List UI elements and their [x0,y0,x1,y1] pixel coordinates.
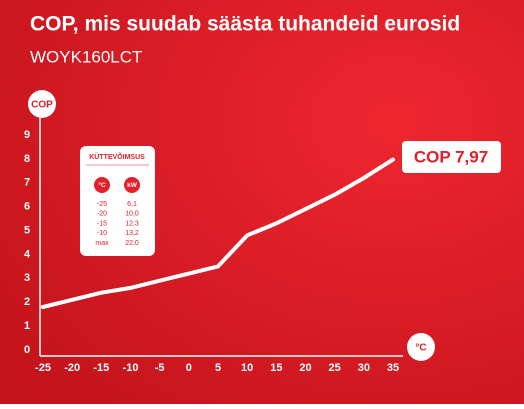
y-tick-label: 3 [24,272,30,284]
x-tick-label: -20 [64,362,80,374]
x-tick-label: 15 [270,362,282,374]
inset-cell: 6,1 [127,201,137,208]
series-line [41,157,395,309]
y-label-badge [28,90,56,118]
inset-cell: 22,0 [125,240,139,247]
y-axis-label: COP [31,100,53,111]
x-tick-label: 20 [299,362,311,374]
x-tick-label: 25 [329,362,341,374]
x-tick-label: -25 [35,362,51,374]
inset-cell: 10,0 [125,211,139,218]
annotation-box [402,141,501,173]
inset-cell: 12,3 [125,220,139,227]
inset-cell: -10 [97,230,107,237]
x-label-badge [407,333,435,361]
inset-cell: -15 [97,220,107,227]
chart-title: COP, mis suudab säästa tuhandeid eurosid [30,13,460,36]
annotation: COP 7,97 [414,147,488,166]
y-tick-label: 8 [24,153,30,165]
y-tick-label: 6 [24,201,30,213]
chart-subtitle: WOYK160LCT [30,47,142,66]
y-tick-label: 9 [24,129,30,141]
x-tick-label: 35 [387,362,399,374]
inset-cell: -25 [97,201,107,208]
y-tick-label: 0 [24,344,30,356]
inset-column-badge [124,177,140,193]
inset-column-header: kW [127,182,138,189]
inset-title: KÜTTEVÕIMSUS [89,152,145,161]
inset-table [80,146,155,256]
y-tick-label: 5 [24,224,30,236]
inset-column-badge [94,177,110,193]
x-tick-label: 10 [241,362,253,374]
x-tick-label: -15 [93,362,109,374]
x-axis-label: °C [415,343,426,354]
inset-cell: -20 [97,211,107,218]
y-tick-label: 4 [24,248,31,260]
inset-cell: max [95,240,109,247]
y-tick-label: 1 [24,320,30,332]
x-tick-label: 0 [186,362,192,374]
inset-column-header: °C [98,181,106,189]
y-tick-label: 7 [24,177,30,189]
x-tick-label: 30 [358,362,370,374]
x-tick-label: 5 [215,362,221,374]
inset-cell: 13,2 [125,230,139,237]
x-tick-label: -10 [123,362,139,374]
x-tick-label: -5 [155,362,165,374]
y-tick-label: 2 [24,296,30,308]
